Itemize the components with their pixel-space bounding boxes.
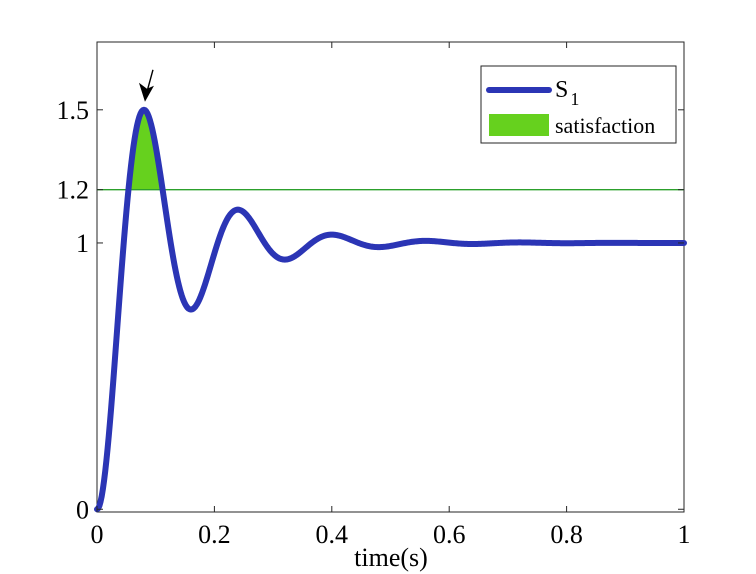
ticks-layer: 0 0.2 0.4 0.6 0.8 1 0 1 1.2 1.5 bbox=[57, 42, 691, 549]
legend-series-subscript: 1 bbox=[570, 89, 579, 109]
y-tick-label: 1 bbox=[76, 229, 89, 258]
legend-fill-swatch bbox=[489, 114, 549, 136]
arrow-head-icon bbox=[138, 82, 154, 102]
arrow-shaft bbox=[146, 69, 154, 92]
x-axis-label: time(s) bbox=[354, 543, 428, 572]
x-tick-label: 0.6 bbox=[433, 520, 466, 549]
x-tick-label: 1 bbox=[678, 520, 691, 549]
x-tick-label: 0.4 bbox=[316, 520, 349, 549]
x-tick-label: 0 bbox=[91, 520, 104, 549]
peak-annotation bbox=[138, 69, 154, 102]
legend-fill-label: satisfaction bbox=[555, 113, 655, 138]
series-layer bbox=[94, 106, 687, 513]
y-tick-label: 0 bbox=[76, 495, 89, 524]
y-tick-label: 1.5 bbox=[57, 96, 90, 125]
legend-series-name: S bbox=[555, 77, 568, 103]
y-tick-label: 1.2 bbox=[57, 176, 90, 205]
x-tick-label: 0.8 bbox=[550, 520, 583, 549]
x-tick-label: 0.2 bbox=[198, 520, 231, 549]
series-line bbox=[94, 106, 687, 513]
